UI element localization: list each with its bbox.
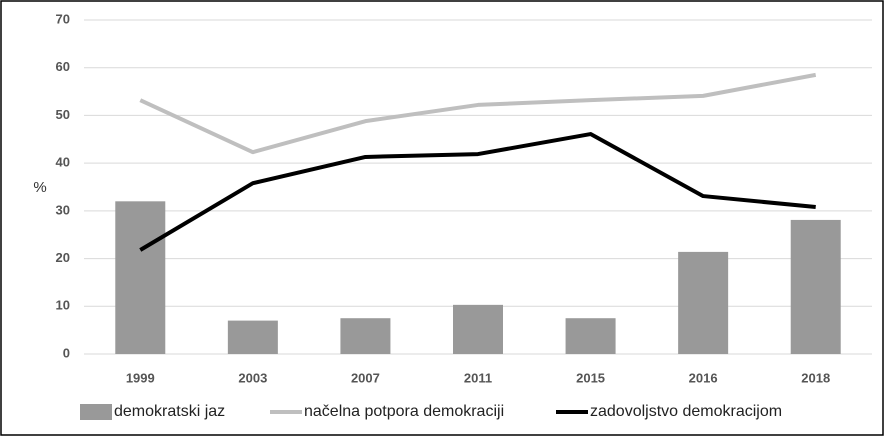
legend-label: zadovoljstvo demokracijom — [590, 403, 782, 420]
x-tick-label: 2011 — [464, 370, 492, 385]
line — [139, 72, 817, 155]
bar — [565, 318, 616, 354]
legend-label: načelna potpora demokraciji — [304, 403, 504, 420]
x-tick-label: 1999 — [126, 370, 155, 385]
legend-label: demokratski jaz — [114, 403, 225, 420]
bar — [340, 318, 391, 354]
x-tick-label: 2015 — [576, 370, 605, 385]
x-tick-label: 2007 — [351, 370, 380, 385]
y-tick-label: 40 — [56, 155, 70, 170]
bar — [227, 320, 278, 354]
y-axis-label: % — [33, 179, 46, 196]
y-tick-label: 50 — [56, 107, 70, 122]
x-tick-label: 2018 — [801, 370, 830, 385]
y-tick-label: 70 — [56, 11, 70, 26]
x-tick-label: 2016 — [689, 370, 718, 385]
bar — [115, 201, 166, 354]
line — [139, 132, 816, 252]
y-tick-label: 30 — [56, 202, 70, 217]
legend-swatch — [80, 404, 112, 420]
x-tick-label: 2003 — [238, 370, 267, 385]
y-tick-label: 60 — [56, 59, 70, 74]
y-tick-label: 0 — [63, 345, 70, 360]
bar — [790, 219, 841, 354]
bar — [678, 251, 729, 354]
bar — [453, 304, 503, 354]
y-tick-label: 20 — [56, 250, 70, 265]
y-tick-label: 10 — [56, 298, 70, 313]
